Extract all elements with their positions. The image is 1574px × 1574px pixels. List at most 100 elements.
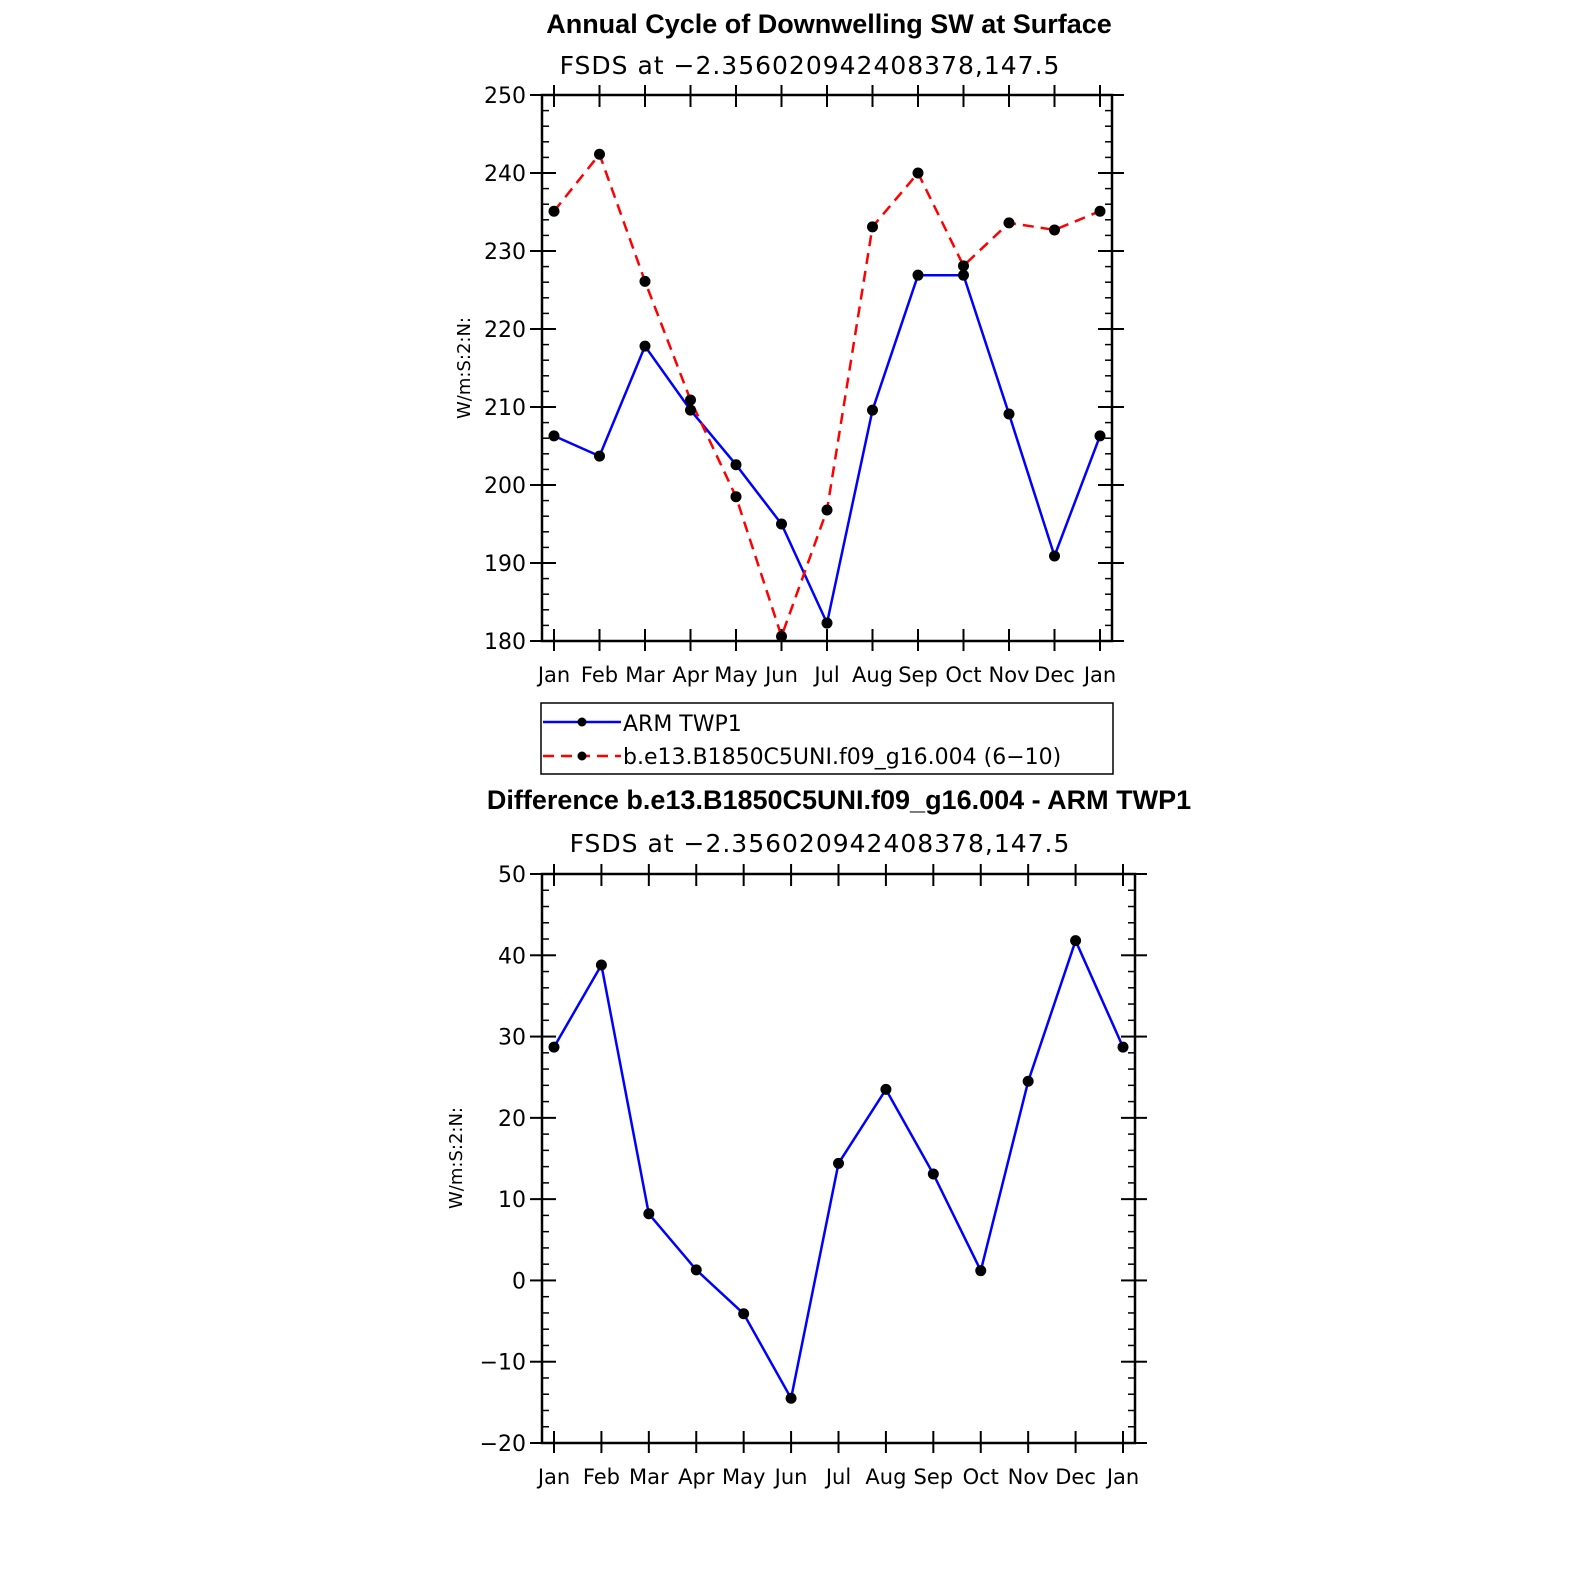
- data-point: [738, 1308, 750, 1320]
- y-tick-label: 240: [484, 162, 526, 187]
- y-tick-label: 190: [484, 552, 526, 577]
- chart-subtitle: FSDS at −2.356020942408378,147.5: [560, 51, 1061, 80]
- y-axis-label: W/m:S:2:N:: [454, 317, 475, 419]
- y-tick-label: 230: [484, 240, 526, 265]
- x-tick-labels: Jan Feb Mar Apr May Jun Jul Aug Sep Oct Nov Dec Jan: [536, 663, 1116, 687]
- data-point: [1022, 1075, 1034, 1087]
- x-tick-label: Feb: [583, 1465, 620, 1489]
- data-point: [594, 450, 605, 462]
- x-tick-label: Apr: [678, 1465, 715, 1489]
- chart-title: Difference b.e13.B1850C5UNI.f09_g16.004 …: [487, 785, 1191, 815]
- plot-frame: [540, 872, 1137, 1445]
- x-tick-label: Apr: [672, 663, 709, 687]
- x-tick-label: Nov: [989, 663, 1030, 687]
- data-point: [1003, 217, 1015, 229]
- y-tick-label: 10: [498, 1188, 526, 1213]
- x-tick-label: Oct: [963, 1465, 999, 1489]
- data-point: [1003, 408, 1015, 420]
- y-tick-label: −10: [480, 1351, 526, 1376]
- x-tick-label: Jan: [536, 1465, 570, 1489]
- data-point: [785, 1392, 797, 1404]
- x-tick-label: Jul: [824, 1465, 851, 1489]
- data-point: [927, 1168, 939, 1180]
- data-point: [776, 518, 787, 530]
- x-tick-label: Aug: [852, 663, 893, 687]
- x-tick-label: Dec: [1034, 663, 1075, 687]
- y-tick-label: 210: [484, 396, 526, 421]
- y-tick-label: 20: [498, 1107, 526, 1132]
- data-point: [548, 430, 560, 442]
- data-point: [1049, 224, 1060, 236]
- chart-title: Annual Cycle of Downwelling SW at Surfac…: [546, 9, 1112, 39]
- data-point: [867, 404, 878, 416]
- data-point: [867, 221, 878, 233]
- x-tick-label: Jun: [773, 1465, 808, 1489]
- legend-marker-arm: [577, 717, 587, 727]
- x-tick-label: Mar: [629, 1465, 669, 1489]
- axis-ticks: [530, 85, 1124, 651]
- x-tick-label: Feb: [581, 663, 618, 687]
- chart-difference: Difference b.e13.B1850C5UNI.f09_g16.004 …: [446, 785, 1191, 1489]
- x-tick-label: Jun: [763, 663, 798, 687]
- y-tick-label: −20: [480, 1432, 526, 1457]
- x-tick-label: Jan: [536, 663, 570, 687]
- x-tick-label: May: [722, 1465, 765, 1489]
- legend-label-arm: ARM TWP1: [623, 712, 742, 737]
- y-tick-label: 200: [484, 474, 526, 499]
- data-point: [690, 1264, 702, 1276]
- data-point: [821, 617, 833, 629]
- x-tick-label: Oct: [945, 663, 981, 687]
- data-point: [880, 1083, 892, 1095]
- y-tick-labels: −20 −10 0 10 20 30 40 50: [480, 863, 526, 1457]
- x-tick-label: Jan: [1082, 663, 1116, 687]
- series-line-0: [553, 273, 1102, 628]
- y-tick-label: 40: [498, 944, 526, 969]
- series-lines: [552, 937, 1125, 1402]
- y-tick-label: 180: [484, 630, 526, 655]
- x-tick-label: Jul: [812, 663, 839, 687]
- data-point: [685, 394, 696, 406]
- data-point: [975, 1265, 987, 1277]
- legend: ARM TWP1 b.e13.B1850C5UNI.f09_g16.004 (6…: [540, 702, 1114, 775]
- series-lines: [553, 151, 1102, 641]
- y-axis-label: W/m:S:2:N:: [446, 1107, 467, 1209]
- data-point: [912, 167, 924, 179]
- data-point: [1049, 550, 1060, 562]
- series-points: [548, 935, 1129, 1404]
- data-point: [958, 260, 969, 272]
- data-point: [730, 459, 742, 471]
- chart-subtitle: FSDS at −2.356020942408378,147.5: [570, 829, 1071, 858]
- data-point: [1094, 205, 1106, 217]
- plot-frame: [540, 93, 1114, 643]
- data-point: [1117, 1041, 1129, 1053]
- y-tick-label: 50: [498, 863, 526, 888]
- y-tick-label: 30: [498, 1026, 526, 1051]
- legend-marker-model: [577, 751, 587, 761]
- x-tick-label: Aug: [865, 1465, 906, 1489]
- data-point: [639, 340, 651, 352]
- data-point: [730, 491, 742, 503]
- x-tick-label: Sep: [898, 663, 938, 687]
- y-tick-labels: 180 190 200 210 220 230 240 250: [484, 84, 526, 655]
- data-point: [594, 148, 605, 160]
- y-tick-label: 250: [484, 84, 526, 109]
- x-tick-label: May: [714, 663, 757, 687]
- data-point: [958, 269, 969, 281]
- legend-label-model: b.e13.B1850C5UNI.f09_g16.004 (6−10): [623, 745, 1061, 770]
- data-point: [821, 504, 833, 516]
- x-tick-label: Nov: [1008, 1465, 1049, 1489]
- data-point: [595, 959, 607, 971]
- x-tick-label: Dec: [1055, 1465, 1096, 1489]
- data-point: [912, 269, 924, 281]
- x-tick-label: Sep: [914, 1465, 954, 1489]
- y-tick-label: 0: [512, 1269, 526, 1294]
- data-point: [639, 275, 651, 287]
- data-point: [776, 630, 787, 642]
- data-point: [548, 205, 560, 217]
- legend-box: [540, 702, 1114, 775]
- data-point: [548, 1041, 560, 1053]
- series-line-0: [552, 937, 1125, 1402]
- x-tick-label: Jan: [1105, 1465, 1139, 1489]
- data-point: [1094, 430, 1106, 442]
